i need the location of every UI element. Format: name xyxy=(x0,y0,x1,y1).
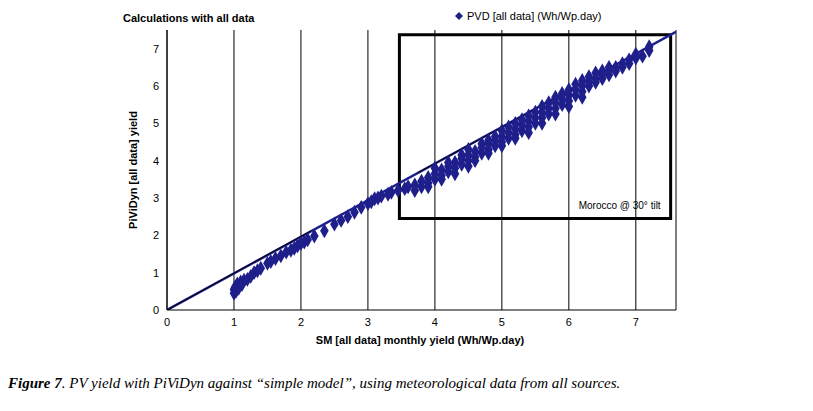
html-text:Calculations with all data: Calculations with all data xyxy=(123,12,255,24)
svg-text:1: 1 xyxy=(231,316,237,328)
svg-text:7: 7 xyxy=(153,43,159,55)
svg-text:7: 7 xyxy=(633,316,639,328)
svg-text:3: 3 xyxy=(153,192,159,204)
html-text:PiViDyn [all data] yield: PiViDyn [all data] yield xyxy=(127,111,139,229)
svg-text:4: 4 xyxy=(153,155,159,167)
svg-text:5: 5 xyxy=(153,117,159,129)
svg-text:5: 5 xyxy=(499,316,505,328)
svg-text:6: 6 xyxy=(566,316,572,328)
svg-text:0: 0 xyxy=(153,304,159,316)
html-text:Figure 7. PV yield with PiViDy: Figure 7. PV yield with PiViDyn against … xyxy=(8,375,621,391)
svg-text:6: 6 xyxy=(153,80,159,92)
svg-text:3: 3 xyxy=(365,316,371,328)
svg-text:4: 4 xyxy=(432,316,438,328)
svg-text:Morocco @ 30° tilt: Morocco @ 30° tilt xyxy=(579,200,661,211)
html-text:SM [all data] monthly yield (W: SM [all data] monthly yield (Wh/Wp.day) xyxy=(315,334,525,346)
svg-text:0: 0 xyxy=(164,316,170,328)
svg-text:2: 2 xyxy=(153,229,159,241)
svg-text:2: 2 xyxy=(298,316,304,328)
html-text:PVD [all data] (Wh/Wp.day): PVD [all data] (Wh/Wp.day) xyxy=(467,10,602,22)
svg-text:1: 1 xyxy=(153,267,159,279)
